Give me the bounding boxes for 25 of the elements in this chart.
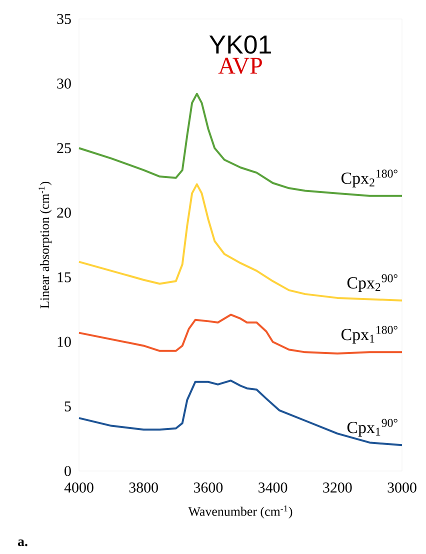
chart-title: YK01 [209,35,271,54]
x-tick-label: 3000 [388,482,416,493]
y-tick-label: 0 [64,466,71,476]
line-series [78,380,403,446]
series-label: Cpx$_{1}$180° [341,326,398,344]
y-tick-label: 20 [57,208,71,218]
series-label: Cpx$_{2}$90° [347,274,398,292]
x-tick-label: 4000 [64,482,94,493]
text: a. [18,539,28,546]
y-tick-label: 35 [57,14,71,24]
x-tick-label: 3400 [258,482,288,493]
y-tick-label: 10 [58,336,71,347]
text: AVP [218,58,262,74]
x-tick-label: 3600 [194,482,223,493]
x-tick-label: 3200 [323,482,352,493]
y-axis-title: Linear absorption (cm$^{-1}$) [38,182,52,308]
line-series [78,92,403,197]
y-tick-label: 25 [57,143,71,154]
x-tick-label: 3800 [129,482,158,493]
y-tick-label: 5 [64,401,71,412]
series-label: Cpx$_{1}$90° [347,418,398,437]
y-tick-label: 30 [57,78,71,89]
x-axis-title: Wavenumber (cm$^{-1}$) [188,505,292,519]
series-label: Cpx$_{2}$180° [341,170,398,188]
y-tick-label: 15 [58,272,71,282]
